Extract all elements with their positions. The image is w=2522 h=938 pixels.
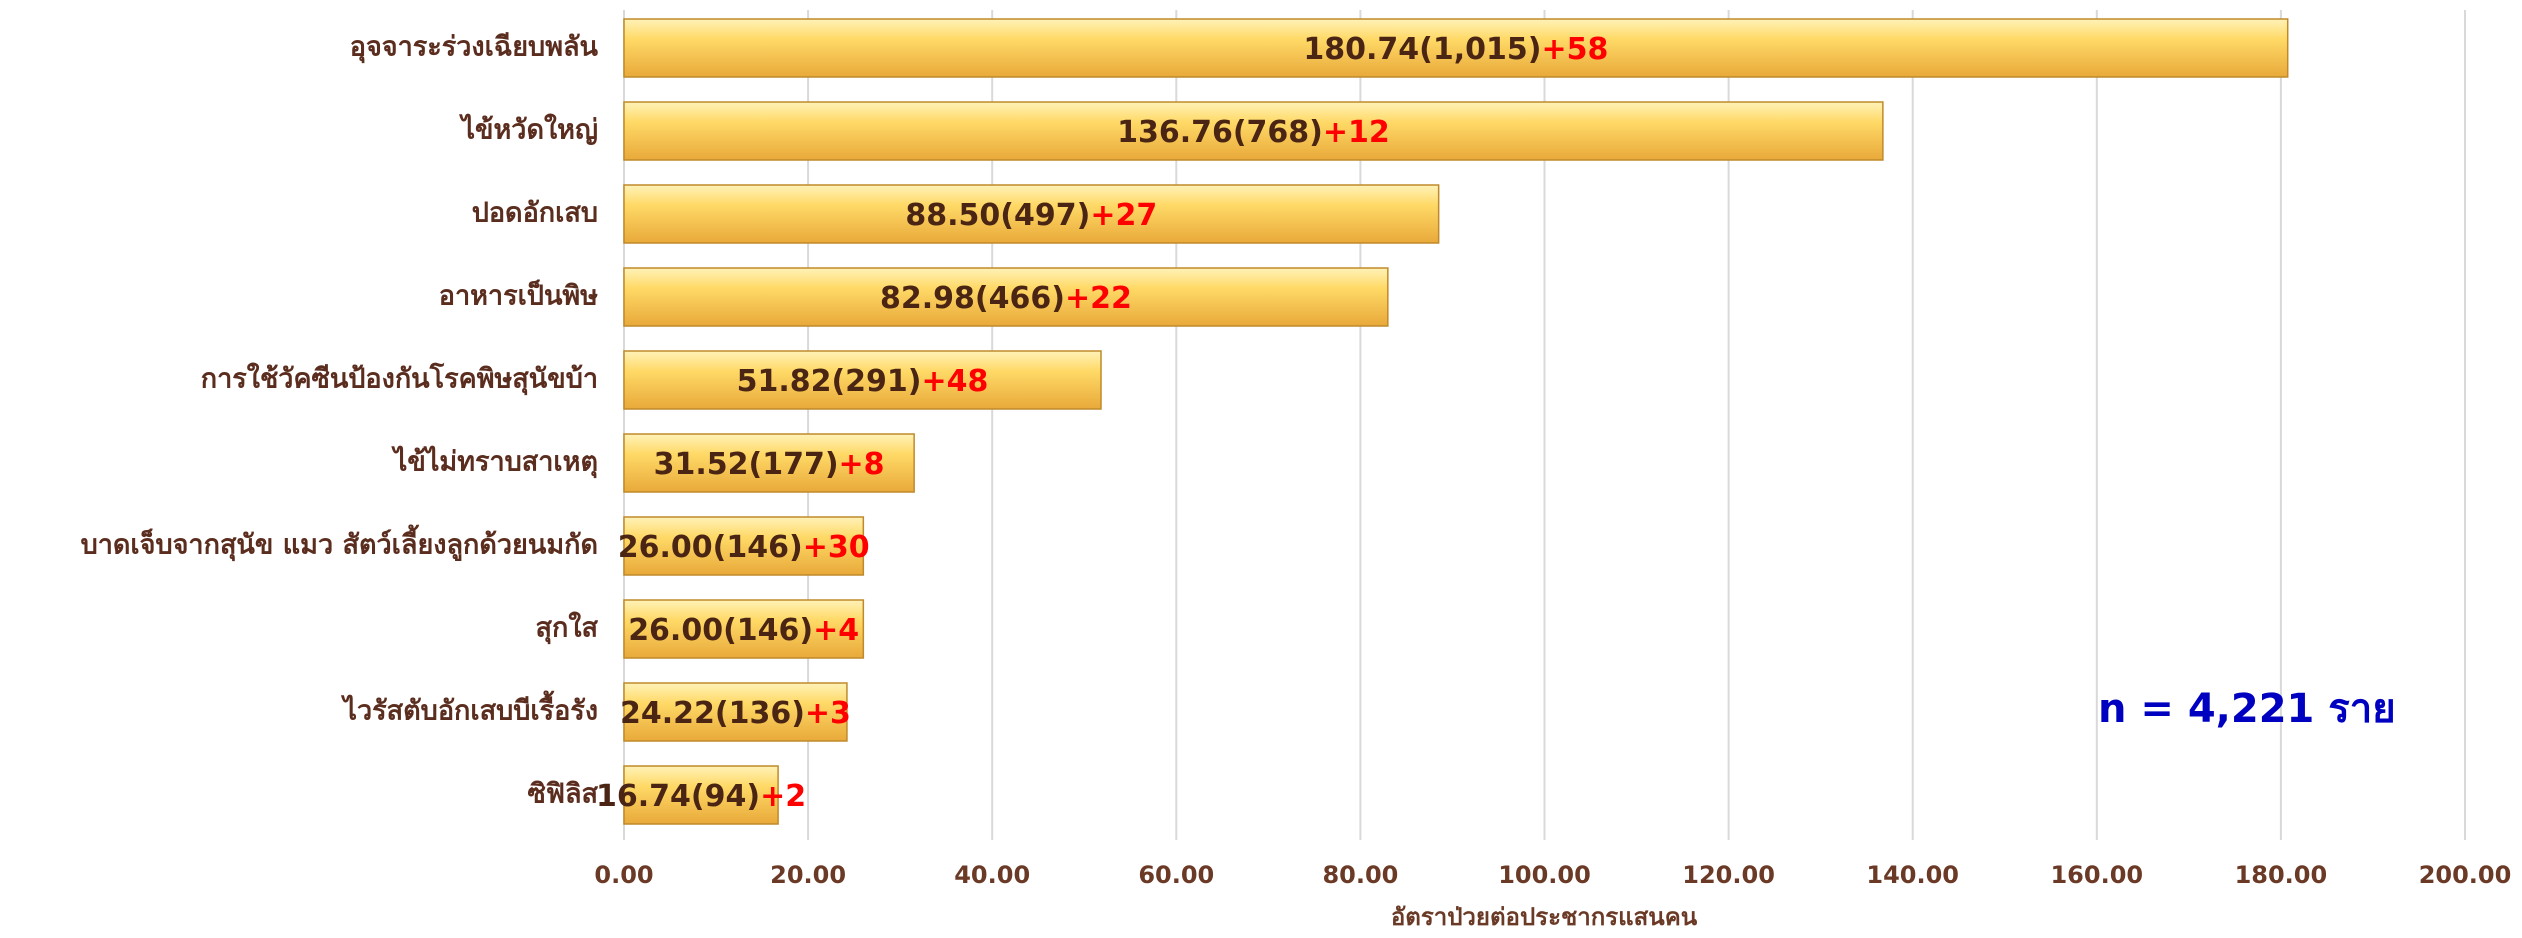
x-tick-label: 0.00: [594, 861, 653, 889]
value-label: 26.00(146): [628, 613, 813, 648]
bar: [623, 18, 2289, 78]
increment-label: +22: [1065, 281, 1132, 316]
value-label: 26.00(146): [618, 530, 803, 565]
y-tick-label: ไข้ไม่ทราบสาเหตุ: [391, 446, 598, 479]
increment-label: +8: [839, 447, 885, 482]
x-tick-label: 80.00: [1322, 861, 1398, 889]
bar: [623, 765, 779, 825]
y-tick-label: บาดเจ็บจากสุนัข แมว สัตว์เลี้ยงลูกด้วยนม…: [81, 524, 598, 562]
value-label: 16.74(94): [596, 779, 760, 814]
bar: [623, 599, 865, 659]
annotation: n = 4,221 ราย: [2098, 686, 2396, 732]
data-label: 31.52(177)+8: [654, 447, 885, 482]
y-tick-label: อุจจาระร่วงเฉียบพลัน: [350, 32, 599, 64]
data-label: 51.82(291)+48: [737, 364, 989, 399]
increment-label: +4: [813, 613, 859, 648]
increment-label: +12: [1323, 115, 1390, 150]
y-tick-label: ซิฟิลิส: [528, 779, 599, 810]
increment-label: +2: [760, 779, 806, 814]
increment-label: +30: [803, 530, 870, 565]
bar: [623, 516, 865, 576]
value-label: 31.52(177): [654, 447, 839, 482]
value-label: 51.82(291): [737, 364, 922, 399]
value-label: 24.22(136): [620, 696, 805, 731]
x-tick-label: 100.00: [1498, 861, 1591, 889]
bar: [623, 433, 915, 493]
bars: [623, 18, 2289, 825]
bar: [623, 267, 1389, 327]
y-tick-label: การใช้วัคซีนป้องกันโรคพิษสุนัขบ้า: [201, 362, 598, 396]
bar: [623, 101, 1884, 161]
y-tick-label: อาหารเป็นพิษ: [439, 278, 598, 312]
x-tick-label: 180.00: [2235, 861, 2328, 889]
data-label: 16.74(94)+2: [596, 779, 806, 814]
increment-label: +3: [805, 696, 851, 731]
data-label: 26.00(146)+4: [628, 613, 859, 648]
y-tick-label: ไข้หวัดใหญ่: [458, 114, 598, 146]
bar: [623, 682, 848, 742]
bar: [623, 184, 1440, 244]
x-tick-label: 160.00: [2050, 861, 2143, 889]
data-label: 26.00(146)+30: [618, 530, 870, 565]
x-tick-label: 60.00: [1138, 861, 1214, 889]
bar: [623, 350, 1102, 410]
x-tick-label: 140.00: [1866, 861, 1959, 889]
y-tick-label: สุกใส: [536, 612, 599, 645]
data-label: 180.74(1,015)+58: [1303, 32, 1608, 67]
x-tick-label: 200.00: [2419, 861, 2512, 889]
x-tick-label: 20.00: [770, 861, 846, 889]
value-label: 180.74(1,015): [1303, 32, 1541, 67]
increment-label: +27: [1090, 198, 1157, 233]
data-label: 136.76(768)+12: [1117, 115, 1390, 150]
increment-label: +58: [1541, 32, 1608, 67]
value-label: 88.50(497): [905, 198, 1090, 233]
value-label: 82.98(466): [880, 281, 1065, 316]
data-label: 88.50(497)+27: [905, 198, 1157, 233]
increment-label: +48: [922, 364, 989, 399]
x-axis-title: อัตราป่วยต่อประชากรแสนคน: [1391, 903, 1698, 931]
y-tick-label: ปอดอักเสบ: [472, 198, 598, 229]
data-label: 24.22(136)+3: [620, 696, 851, 731]
y-tick-label: ไวรัสตับอักเสบบีเรื้อรัง: [340, 690, 598, 727]
x-tick-label: 40.00: [954, 861, 1030, 889]
value-label: 136.76(768): [1117, 115, 1323, 150]
x-tick-label: 120.00: [1682, 861, 1775, 889]
data-label: 82.98(466)+22: [880, 281, 1132, 316]
